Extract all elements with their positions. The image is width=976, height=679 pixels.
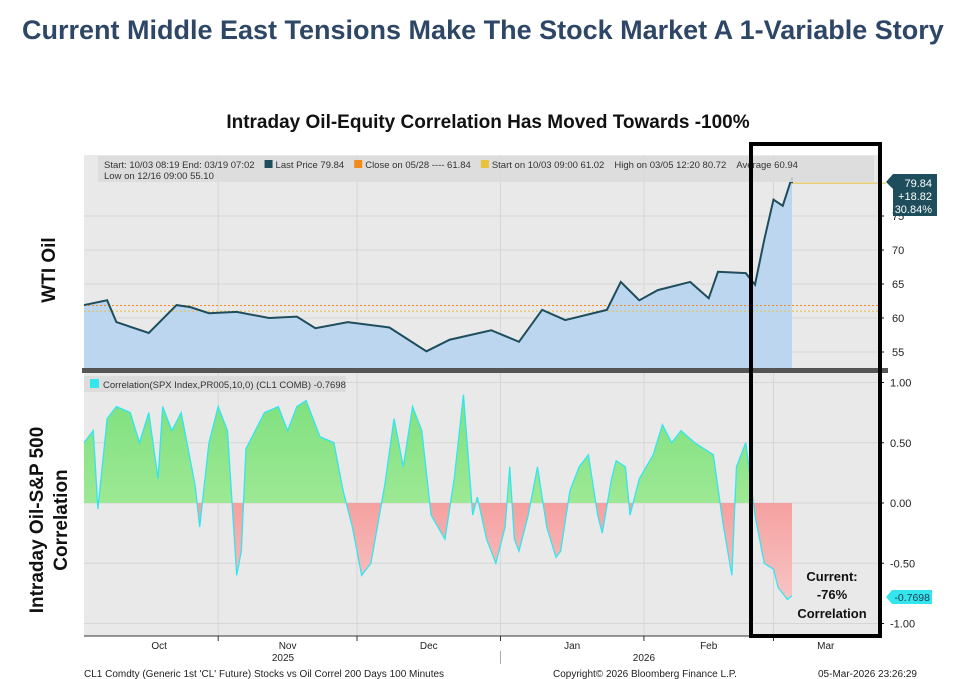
price-area xyxy=(84,177,792,368)
x-year-label: 2026 xyxy=(633,653,656,664)
x-tick-label: Feb xyxy=(700,641,718,652)
footer-source: CL1 Comdty (Generic 1st 'CL' Future) Sto… xyxy=(84,669,444,679)
x-tick-label: Mar xyxy=(817,641,835,652)
last-correlation-label: -0.7698 xyxy=(886,590,932,604)
correlation-legend-swatch xyxy=(90,379,99,388)
annotation-line-2: -76% xyxy=(817,587,848,602)
correlation-tick-label: 0.00 xyxy=(890,498,911,510)
price-legend-low: Low on 12/16 09:00 55.10 xyxy=(104,171,214,182)
negative-correlation-area xyxy=(84,503,792,600)
price-tick-label: 55 xyxy=(892,347,904,359)
correlation-tick-label: 0.50 xyxy=(890,438,911,450)
price-tick-label: 70 xyxy=(892,245,904,257)
x-tick-label: Nov xyxy=(279,641,297,652)
correlation-tick-label: 1.00 xyxy=(890,378,911,390)
correlation-line xyxy=(83,394,793,601)
price-legend-item: Last Price 79.84 xyxy=(276,160,345,171)
x-tick-label: Jan xyxy=(564,641,580,652)
last-price-value: 79.84 xyxy=(904,178,932,190)
footer-timestamp: 05-Mar-2026 23:26:29 xyxy=(818,669,917,679)
price-tick-label: 60 xyxy=(892,313,904,325)
last-correlation-value: -0.7698 xyxy=(894,592,930,604)
annotation-line-3: Correlation xyxy=(797,606,866,621)
annotation-line-1: Current: xyxy=(806,569,857,584)
last-price-label: 79.84 +18.82 30.84% xyxy=(886,174,937,216)
price-tick-label: 65 xyxy=(892,279,904,291)
highlight-box xyxy=(749,142,882,638)
correlation-legend xyxy=(84,376,346,392)
last-price-pct: 30.84% xyxy=(895,204,933,216)
price-legend-item: Start: 10/03 08:19 End: 03/19 07:02 xyxy=(104,160,255,171)
footer-copyright: Copyright© 2026 Bloomberg Finance L.P. xyxy=(553,669,737,679)
legend-swatch xyxy=(354,160,363,168)
x-year-label: 2025 xyxy=(272,653,295,664)
price-legend-item: High on 03/05 12:20 80.72 xyxy=(614,160,726,171)
x-tick-label: Oct xyxy=(151,641,167,652)
last-price-change: +18.82 xyxy=(898,191,932,203)
price-legend-item: Start on 10/03 09:00 61.02 xyxy=(492,160,605,171)
positive-correlation-area xyxy=(84,394,792,503)
x-tick-label: Dec xyxy=(420,641,438,652)
correlation-tick-label: -1.00 xyxy=(890,619,915,631)
legend-swatch xyxy=(480,160,489,168)
price-legend-item: Average 60.94 xyxy=(736,160,798,171)
page-title: Current Middle East Tensions Make The St… xyxy=(22,15,944,45)
legend-swatch xyxy=(264,160,273,168)
panel-divider[interactable] xyxy=(82,368,888,373)
correlation-tick-label: -0.50 xyxy=(890,558,915,570)
chart-title: Intraday Oil-Equity Correlation Has Move… xyxy=(226,112,750,133)
price-legend-item: Close on 05/28 ---- 61.84 xyxy=(365,160,471,171)
correlation-legend-text: Correlation(SPX Index,PR005,10,0) (CL1 C… xyxy=(103,380,346,391)
current-annotation: Current: -76% Correlation xyxy=(797,569,866,621)
